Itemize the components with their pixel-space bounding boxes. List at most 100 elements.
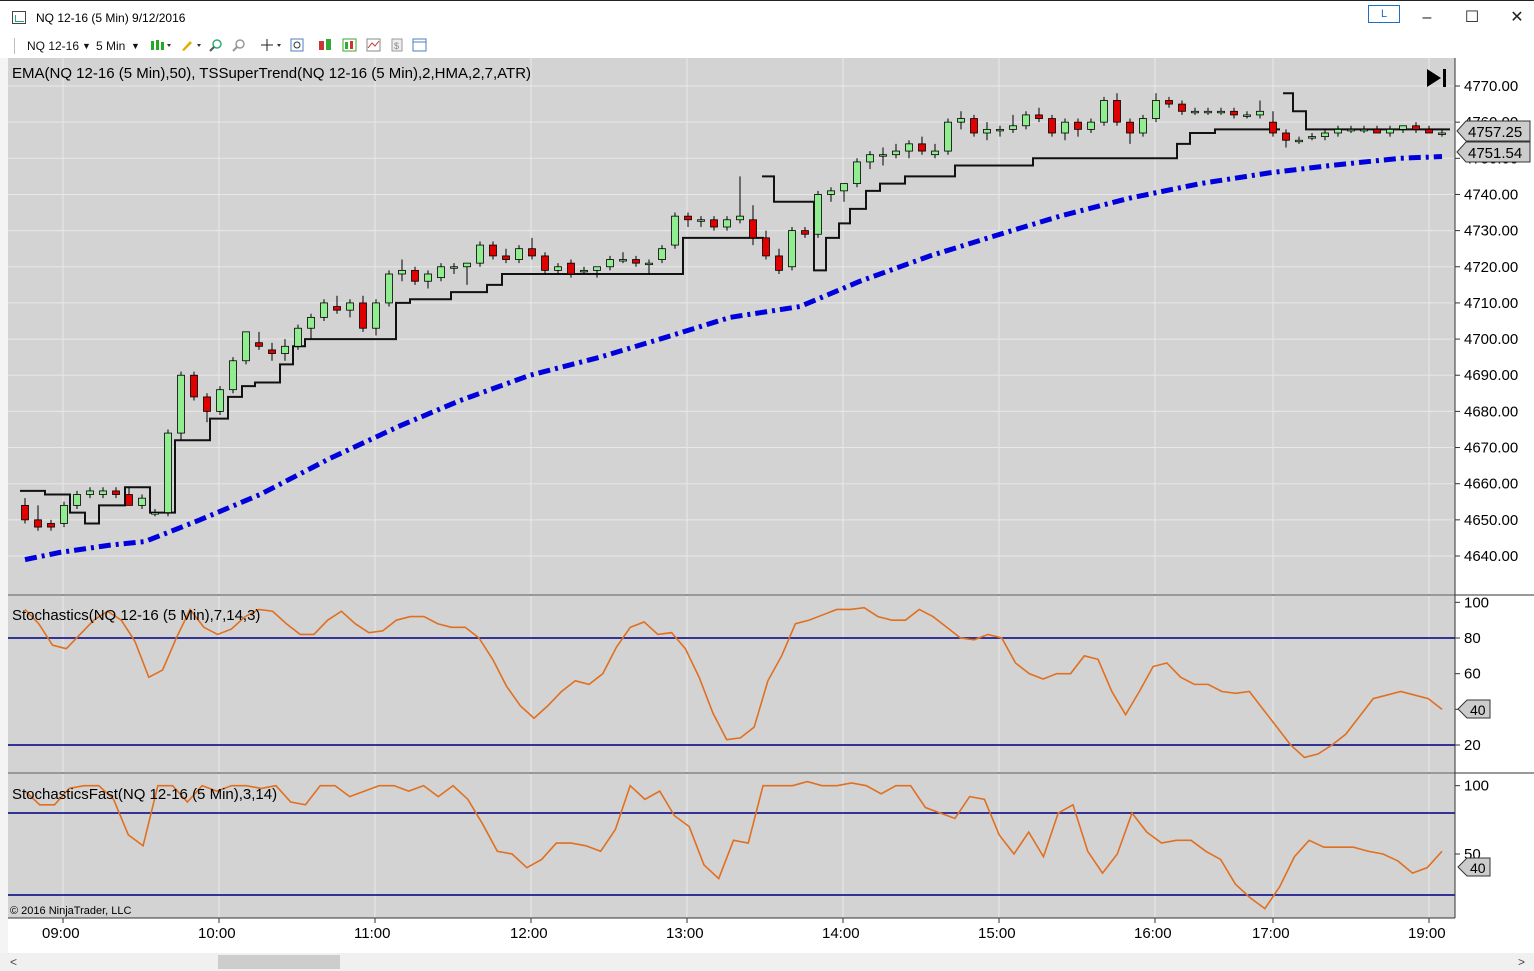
candle-body: [1321, 132, 1329, 138]
candle-body: [892, 150, 900, 156]
scroll-to-end-icon[interactable]: [1427, 69, 1446, 87]
crosshair-icon[interactable]: [260, 38, 282, 52]
svg-text:40: 40: [1470, 860, 1486, 876]
chart-trader-icon[interactable]: [366, 38, 382, 52]
svg-text:40: 40: [1470, 702, 1486, 718]
indicator-icon[interactable]: [342, 38, 358, 52]
price-panel[interactable]: [8, 58, 1455, 594]
candle-body: [879, 154, 887, 157]
bars-style-icon[interactable]: [150, 38, 172, 52]
horizontal-scrollbar[interactable]: < >: [0, 953, 1534, 971]
price-tick-label: 4670.00: [1464, 440, 1518, 457]
candle-body: [86, 490, 94, 495]
candle-body: [1126, 121, 1134, 134]
price-axis[interactable]: [1455, 58, 1534, 920]
left-edge-strip: [0, 58, 8, 953]
candle-body: [1438, 132, 1446, 135]
zoom-in-icon[interactable]: [209, 38, 223, 52]
stochastics-panel[interactable]: [8, 596, 1455, 772]
candle-body: [294, 327, 302, 347]
chart-window-icon: [12, 11, 26, 24]
time-tick-label: 09:00: [42, 925, 80, 942]
candle-body: [762, 237, 770, 257]
candle-body: [918, 143, 926, 152]
candle-body: [268, 349, 276, 354]
candle-body: [801, 230, 809, 235]
stochastics-fast-tick-label: 100: [1464, 778, 1489, 795]
interval-selector[interactable]: 5 Min: [96, 39, 126, 53]
stochastics-series: [24, 606, 1443, 759]
toolbar-grip: [14, 38, 15, 54]
instrument-selector[interactable]: NQ 12-16: [27, 39, 80, 53]
candle-body: [1191, 110, 1199, 114]
candle-body: [1204, 110, 1212, 114]
chart-canvas[interactable]: 4770.004760.004750.004740.004730.004720.…: [0, 58, 1534, 953]
candle-body: [697, 219, 705, 222]
candle-body: [489, 244, 497, 257]
candle-body: [60, 504, 68, 524]
candle-body: [749, 219, 757, 239]
candle-body: [190, 374, 198, 398]
candle-body: [1412, 125, 1420, 130]
price-tick-label: 4660.00: [1464, 476, 1518, 493]
candle-body: [1074, 121, 1082, 130]
candle-body: [359, 302, 367, 329]
candle-body: [346, 302, 354, 311]
price-tick-label: 4770.00: [1464, 78, 1518, 95]
candle-body: [1178, 103, 1186, 112]
layout-button[interactable]: L: [1368, 5, 1400, 23]
candle-body: [606, 259, 614, 268]
candle-body: [710, 219, 718, 228]
svg-text:$: $: [394, 41, 399, 51]
candle-body: [905, 143, 913, 152]
candle-body: [1295, 139, 1303, 143]
close-button[interactable]: ✕: [1510, 9, 1524, 26]
candle-body: [398, 269, 406, 275]
candle-body: [1386, 128, 1394, 134]
candle-body: [541, 255, 549, 271]
magnify-icon[interactable]: [290, 38, 304, 52]
instrument-chevron-down-icon[interactable]: ▼: [82, 41, 91, 51]
candle-body: [242, 331, 250, 362]
candle-body: [632, 259, 640, 264]
candle-body: [476, 244, 484, 264]
candle-body: [788, 230, 796, 268]
data-box-icon[interactable]: [412, 38, 428, 52]
minimize-button[interactable]: –: [1422, 9, 1432, 26]
price-panel-title: EMA(NQ 12-16 (5 Min),50), TSSuperTrend(N…: [12, 65, 531, 82]
price-tick-label: 4650.00: [1464, 512, 1518, 529]
candle-body: [1022, 114, 1030, 127]
candle-body: [1256, 110, 1264, 116]
strategy-icon[interactable]: [318, 38, 336, 52]
candle-body: [125, 494, 133, 506]
candle-body: [567, 262, 575, 275]
title-bar: NQ 12-16 (5 Min) 9/12/2016 L – ☐ ✕: [0, 0, 1534, 34]
candle-body: [502, 255, 510, 260]
scroll-left-icon[interactable]: <: [10, 955, 18, 969]
time-axis[interactable]: [8, 918, 1534, 953]
candle-body: [333, 306, 341, 311]
supertrend-price-marker: 4751.54: [1456, 141, 1531, 163]
scrollbar-thumb[interactable]: [218, 955, 340, 969]
interval-chevron-down-icon[interactable]: ▼: [131, 41, 140, 51]
candle-body: [229, 360, 237, 391]
time-tick-label: 17:00: [1252, 925, 1290, 942]
price-tick-label: 4640.00: [1464, 548, 1518, 565]
candle-body: [216, 389, 224, 412]
zoom-out-icon[interactable]: [232, 38, 246, 52]
candle-body: [47, 523, 55, 528]
chart-area[interactable]: 4770.004760.004750.004740.004730.004720.…: [0, 58, 1534, 953]
candle-body: [827, 190, 835, 195]
candle-body: [1425, 128, 1433, 134]
candle-body: [164, 432, 172, 514]
candle-body: [437, 266, 445, 279]
pencil-draw-icon[interactable]: [180, 38, 202, 52]
scroll-right-icon[interactable]: >: [1518, 955, 1526, 969]
candle-body: [775, 255, 783, 271]
svg-text:4757.25: 4757.25: [1468, 124, 1522, 141]
properties-icon[interactable]: $: [390, 38, 404, 52]
candle-body: [684, 215, 692, 221]
candle-body: [138, 497, 146, 506]
maximize-button[interactable]: ☐: [1464, 9, 1480, 26]
candle-body: [970, 118, 978, 134]
